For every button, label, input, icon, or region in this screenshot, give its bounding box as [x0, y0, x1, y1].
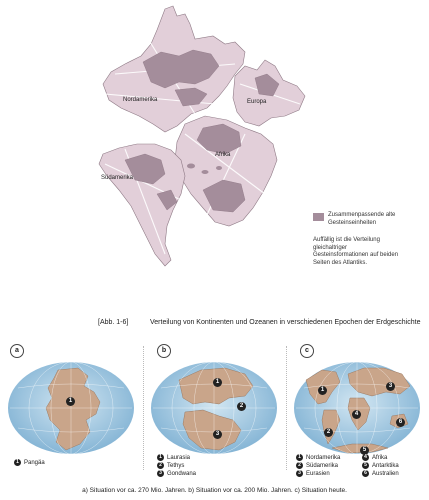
separator — [143, 346, 144, 470]
key-number: 6 — [362, 470, 369, 478]
panel-letter-b: b — [157, 344, 171, 358]
key-number: 1 — [296, 454, 303, 461]
key-row: 3 Gondwana — [157, 470, 196, 478]
key-number: 2 — [157, 462, 164, 470]
globe-c-marker-6: 6 — [396, 418, 405, 427]
globe-c-marker-2: 2 — [324, 428, 333, 437]
globe-c-marker-4: 4 — [352, 410, 361, 419]
panel-a: a 1 1 Pangäa — [0, 342, 143, 472]
gondwana-shape — [182, 409, 242, 451]
key-label: Afrika — [372, 455, 388, 462]
key-label: Antarktika — [372, 463, 399, 470]
key-row: 1 Laurasia — [157, 454, 196, 462]
panel-b: b 1 2 3 1 Laurasia 2 Tethys 3 Gondwana — [143, 342, 286, 477]
panel-letter-a: a — [10, 344, 24, 358]
key-number: 5 — [362, 462, 369, 470]
legend-swatch-label: Zusammenpassende alte Gesteinseinheiten — [328, 212, 396, 226]
key-label: Tethys — [167, 463, 185, 470]
globe-b-marker-1: 1 — [213, 378, 222, 387]
key-row: 2 Südamerika — [296, 462, 362, 470]
globe-b-marker-3: 3 — [213, 430, 222, 439]
key-number: 2 — [296, 462, 303, 470]
label-europa: Europa — [247, 99, 267, 105]
eurasien-shape — [347, 367, 411, 397]
separator — [286, 346, 287, 470]
key-number: 1 — [157, 454, 164, 461]
key-label: Australien — [372, 471, 399, 478]
key-row: 4 Afrika — [362, 454, 399, 462]
key-label: Pangäa — [24, 460, 45, 467]
rock-unit-swatch — [313, 213, 324, 221]
rock-unit-europe — [254, 73, 280, 97]
globe-b — [151, 361, 277, 455]
key-row: 1 Pangäa — [14, 459, 45, 467]
key-number: 3 — [157, 470, 164, 478]
panel-c: c 1 2 3 4 5 6 1 Nordamerika 2 Südamerika — [286, 342, 429, 477]
globe-a-marker-1: 1 — [66, 397, 75, 406]
globe-c-marker-3: 3 — [386, 382, 395, 391]
key-row: 2 Tethys — [157, 462, 196, 470]
label-nordamerika: Nordamerika — [123, 97, 158, 103]
label-suedamerika: Südamerika — [101, 175, 134, 181]
key-row: 5 Antarktika — [362, 462, 399, 470]
rock-unit-south-america — [124, 153, 166, 185]
key-number: 4 — [362, 454, 369, 461]
globe-b-marker-2: 2 — [237, 402, 246, 411]
figure-number: [Abb. 1-6] — [98, 319, 129, 326]
rock-unit-north-america-2 — [174, 87, 208, 107]
key-number: 1 — [14, 459, 21, 466]
key-label: Eurasien — [306, 471, 330, 478]
legend-note: Auffällig ist die Verteilung gleichaltri… — [313, 237, 399, 266]
continent-fit-map: Nordamerika Europa Afrika Südamerika — [98, 5, 306, 267]
panel-letter-c: c — [300, 344, 314, 358]
rock-unit-africa-south — [202, 179, 246, 213]
label-afrika: Afrika — [215, 152, 231, 158]
globe-a — [8, 361, 134, 455]
key-label: Gondwana — [167, 471, 197, 478]
rock-unit-north-america — [142, 49, 220, 89]
globe-c-marker-1: 1 — [318, 386, 327, 395]
key-row: 3 Eurasien — [296, 470, 362, 478]
globe-c — [294, 361, 420, 455]
figure-title: Verteilung von Kontinenten und Ozeanen i… — [150, 319, 421, 326]
key-row: 6 Australien — [362, 470, 399, 478]
key-label: Nordamerika — [306, 455, 341, 462]
pangaea-shape — [45, 367, 101, 451]
key-row: 1 Nordamerika — [296, 454, 362, 462]
rock-unit-south-america-2 — [156, 189, 178, 211]
globe-c-marker-5: 5 — [360, 446, 369, 455]
key-number: 3 — [296, 470, 303, 478]
rock-unit-africa-north — [196, 123, 242, 155]
bottom-caption: a) Situation vor ca. 270 Mio. Jahren. b)… — [82, 487, 347, 494]
legend: Zusammenpassende alte Gesteinseinheiten … — [313, 212, 419, 267]
key-label: Südamerika — [306, 463, 339, 470]
key-label: Laurasia — [167, 455, 191, 462]
